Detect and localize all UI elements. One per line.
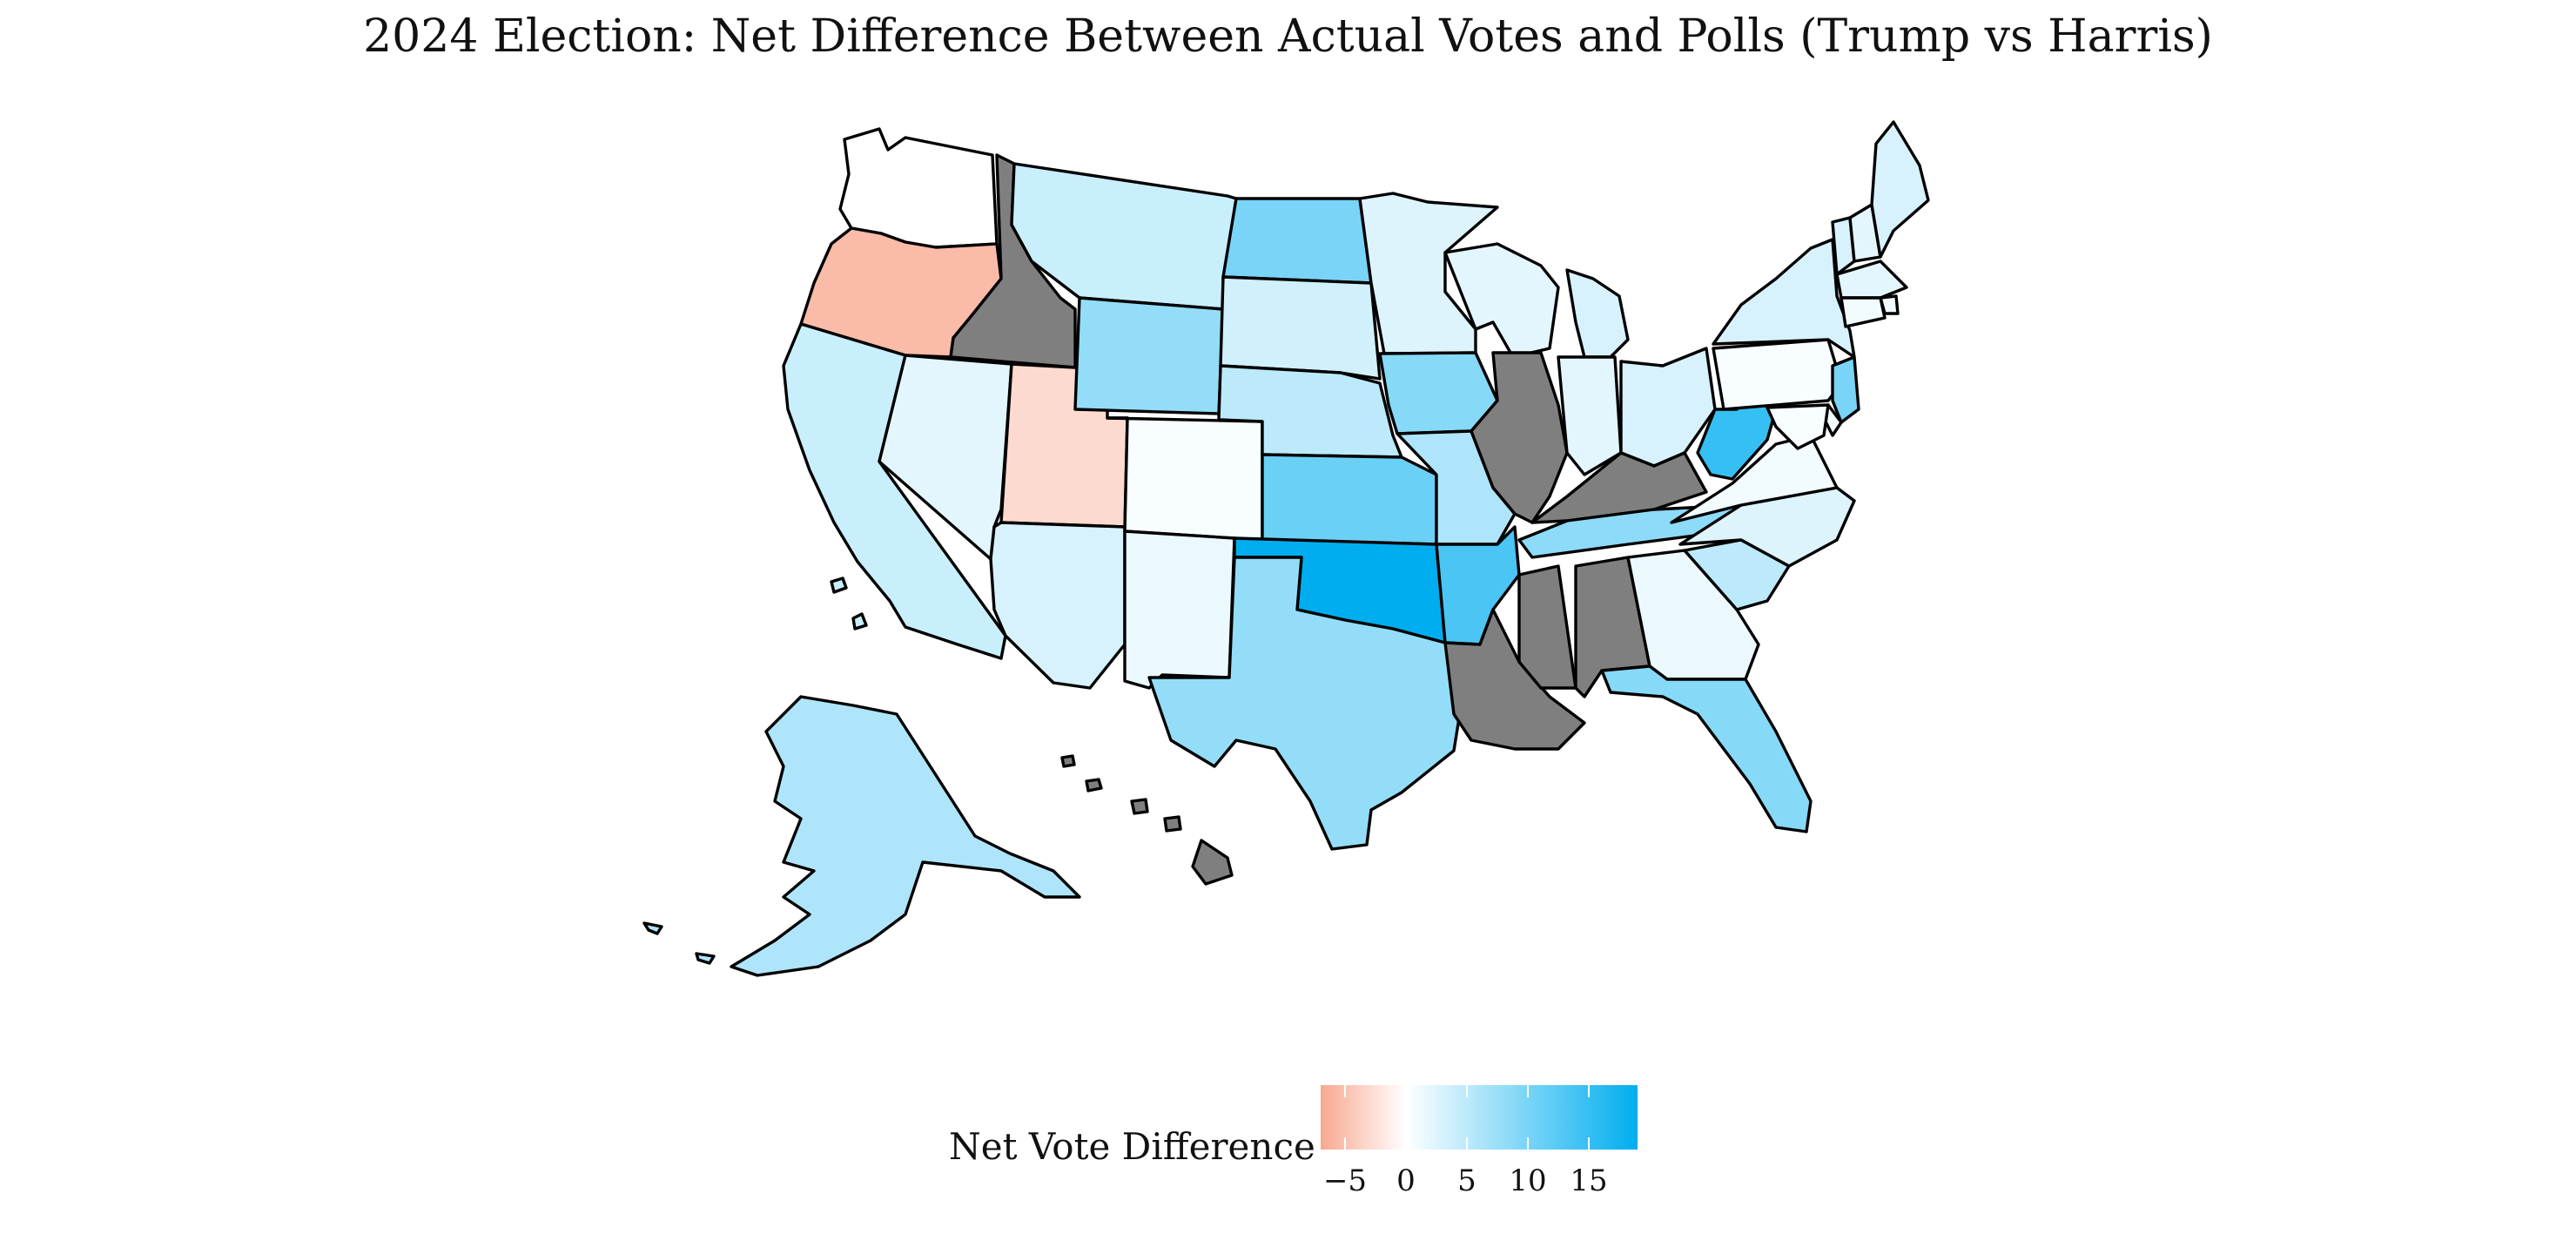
state-la: [1443, 608, 1586, 751]
state-ct: [1840, 296, 1887, 328]
legend-title: Net Vote Difference: [949, 1125, 1315, 1168]
island-hi: [1060, 754, 1076, 768]
state-ca: [782, 322, 1007, 660]
state-ms: [1517, 564, 1577, 690]
legend-colorbar: [1321, 1085, 1638, 1150]
map-title: 2024 Election: Net Difference Between Ac…: [363, 10, 2213, 63]
legend-tick-label: 10: [1509, 1163, 1547, 1198]
legend-tick-label: 0: [1396, 1163, 1416, 1198]
state-nd: [1221, 197, 1373, 285]
color-legend: Net Vote Difference −5 0 5 10 15: [949, 1080, 1663, 1211]
legend-tick-label: −5: [1322, 1163, 1368, 1198]
state-nj: [1831, 355, 1860, 424]
legend-tick-label: 15: [1570, 1163, 1608, 1198]
island-ak: [695, 952, 716, 965]
island-ca: [830, 577, 848, 594]
state-md: [1766, 403, 1830, 450]
state-ar: [1435, 525, 1521, 646]
island-hi: [1085, 778, 1103, 792]
state-ak: [730, 695, 1081, 977]
state-fl: [1600, 664, 1813, 833]
state-mn: [1358, 192, 1499, 355]
state-pa: [1712, 338, 1843, 411]
state-ks: [1261, 453, 1438, 546]
state-wy: [1073, 296, 1225, 415]
island-ca: [851, 612, 868, 631]
legend-tick-label: 5: [1457, 1163, 1476, 1198]
state-az: [989, 521, 1127, 690]
state-wi: [1443, 242, 1560, 359]
state-nm: [1123, 529, 1236, 690]
island-hi: [1130, 798, 1149, 815]
island-hi: [1163, 815, 1182, 833]
island-ak: [642, 921, 663, 935]
state-in: [1557, 355, 1623, 476]
states-layer: [642, 120, 1930, 977]
state-mi: [1565, 268, 1630, 359]
state-hi: [1191, 839, 1234, 886]
state-ma: [1835, 260, 1908, 300]
state-sd: [1219, 275, 1382, 381]
state-me: [1870, 120, 1930, 259]
state-ny: [1712, 238, 1856, 359]
state-co: [1106, 416, 1264, 542]
state-tx: [1147, 556, 1464, 851]
